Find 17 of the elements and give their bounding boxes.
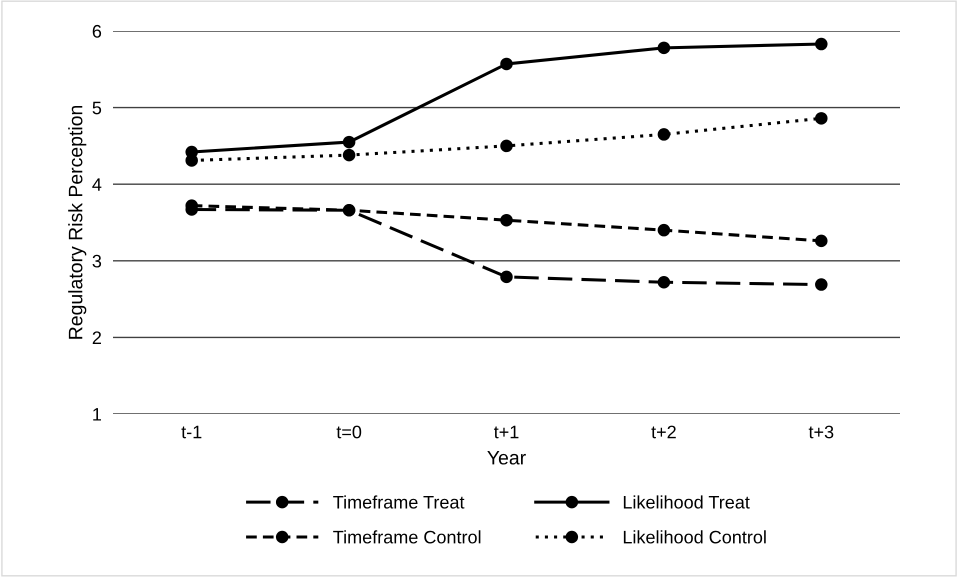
legend-label: Timeframe Treat	[333, 495, 464, 509]
y-tick-label: 3	[92, 254, 102, 268]
y-tick-label: 4	[92, 178, 102, 191]
legend-label: Timeframe Control	[333, 530, 480, 544]
y-tick-label: 5	[92, 102, 102, 114]
y-axis-title: Regulatory Risk Perception	[68, 106, 86, 339]
legend-label: Likelihood Control	[624, 530, 766, 544]
y-tick-label: 2	[92, 331, 101, 344]
x-axis-title: Year	[487, 450, 526, 465]
x-tick-label: t+2	[651, 426, 676, 438]
x-tick-label: t+3	[808, 426, 834, 438]
x-tick-label: t+1	[494, 426, 518, 438]
x-tick-label: t-1	[181, 426, 202, 438]
x-tick-label: t=0	[336, 426, 362, 438]
legend-label: Likelihood Treat	[624, 495, 750, 509]
y-tick-label: 1	[93, 408, 102, 421]
y-tick-label: 6	[92, 24, 102, 38]
